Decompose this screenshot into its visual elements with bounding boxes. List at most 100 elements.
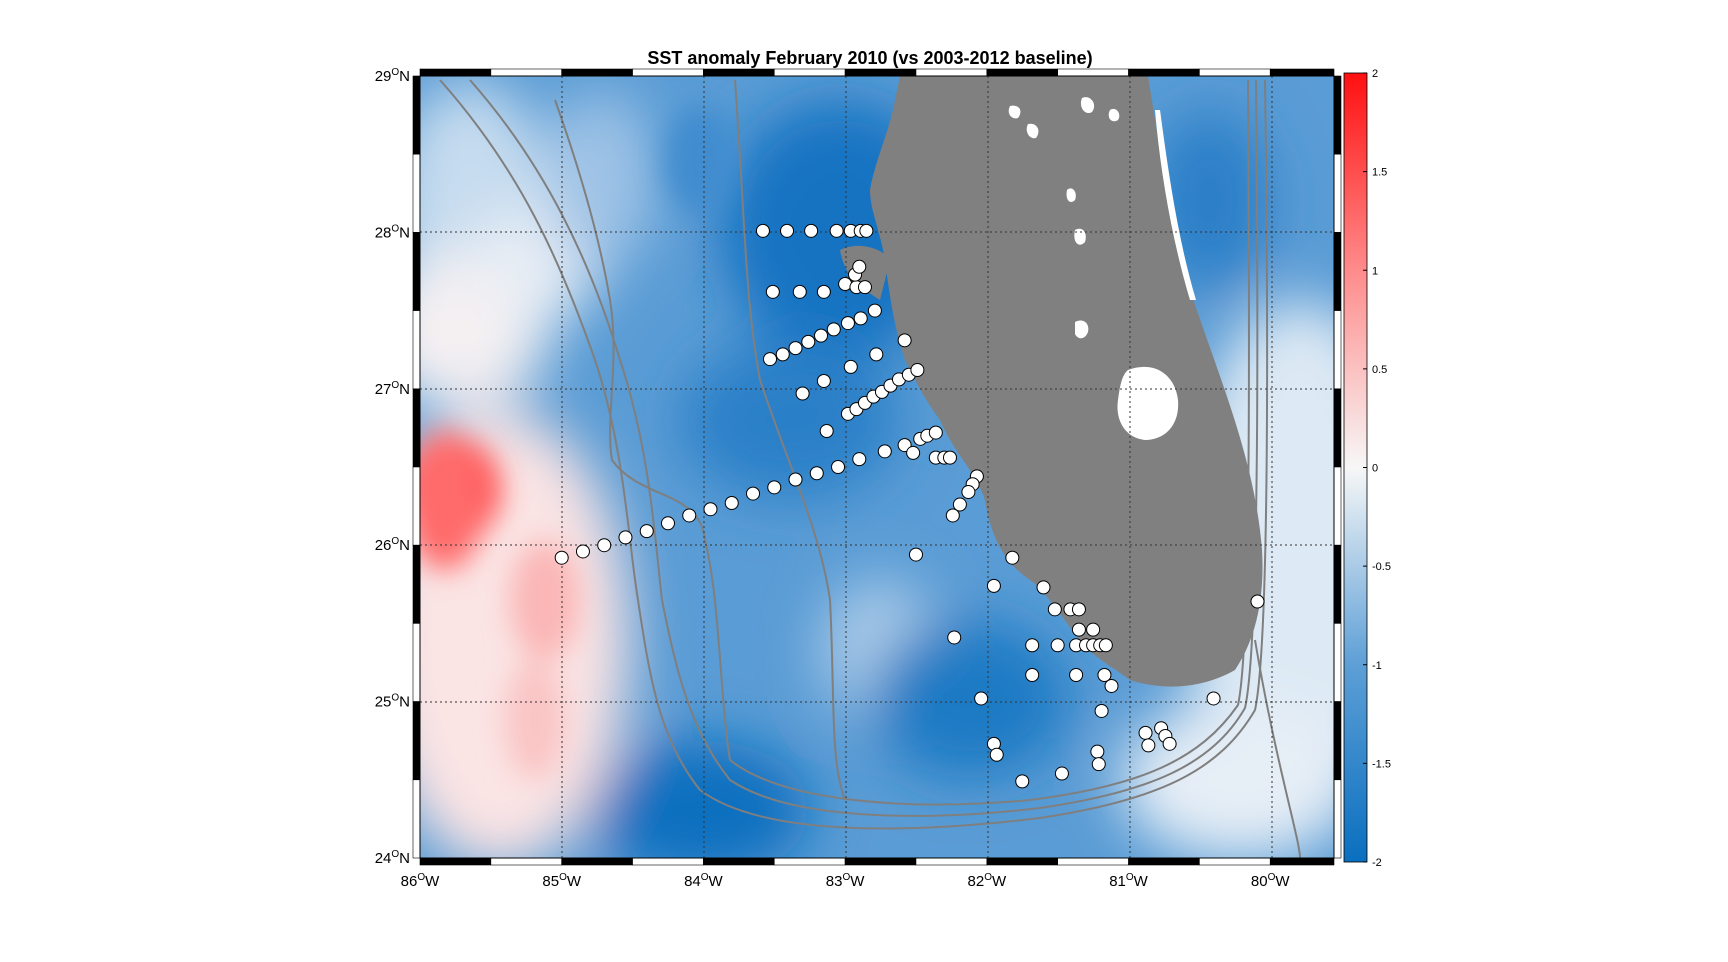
station-marker	[1091, 757, 1106, 772]
station-marker	[1071, 602, 1086, 617]
station-marker	[724, 495, 739, 510]
station-marker	[639, 524, 654, 539]
frame-segment	[1269, 68, 1335, 77]
station-marker	[1054, 766, 1069, 781]
longitude-tick-label: 80OW	[1251, 872, 1290, 890]
longitude-tick-label: 86OW	[401, 872, 440, 890]
florida-peninsula	[840, 76, 1263, 687]
station-marker	[780, 223, 795, 238]
frame-segment	[915, 68, 988, 77]
colorbar-ticks: 2 1.5 1 0.5 0 -0.5 -1 -1.5 -2	[1363, 68, 1391, 869]
station-marker	[877, 444, 892, 459]
station-marker	[857, 280, 872, 295]
frame-segment	[844, 68, 917, 77]
latitude-tick-label: 25ON	[375, 693, 410, 711]
frame-segment	[412, 701, 421, 781]
station-marker	[840, 316, 855, 331]
frame-segment	[412, 232, 421, 311]
colorbar-tick-label: 1	[1372, 265, 1378, 277]
frame-segment	[915, 857, 988, 866]
station-marker	[795, 386, 810, 401]
station-marker	[1206, 691, 1221, 706]
station-marker	[1025, 638, 1040, 653]
station-marker	[831, 460, 846, 474]
station-marker	[986, 578, 1001, 593]
station-marker	[826, 322, 841, 337]
station-marker	[947, 630, 962, 645]
station-marker	[852, 259, 867, 274]
frame-segment	[561, 857, 633, 866]
map-frame	[412, 68, 1342, 866]
frame-segment	[1199, 857, 1271, 866]
station-marker	[1094, 703, 1109, 718]
station-marker	[1047, 602, 1062, 617]
frame-segment	[412, 623, 421, 702]
colorbar-tick-label: 1.5	[1372, 167, 1387, 179]
station-marker	[554, 550, 569, 565]
colorbar-tick-label: -1	[1372, 660, 1382, 672]
station-marker	[897, 333, 912, 348]
frame-segment	[986, 68, 1058, 77]
station-marker	[952, 497, 967, 512]
station-marker	[859, 223, 874, 238]
station-marker	[1015, 774, 1030, 789]
longitude-tick-label: 85OW	[542, 872, 581, 890]
latitude-tick-label: 24ON	[375, 849, 410, 867]
frame-segment	[1269, 857, 1335, 866]
station-marker	[816, 373, 831, 388]
station-marker	[843, 359, 858, 374]
station-marker	[1138, 725, 1153, 740]
colorbar: 2 1.5 1 0.5 0 -0.5 -1 -1.5 -2	[1343, 68, 1391, 869]
frame-segment	[1333, 153, 1342, 233]
station-marker	[819, 424, 834, 439]
colorbar-tick-label: 0	[1372, 463, 1378, 475]
frame-segment	[703, 68, 775, 77]
frame-segment	[1333, 232, 1342, 311]
frame-segment	[412, 466, 421, 546]
frame-segment	[1333, 544, 1342, 624]
station-marker	[1086, 622, 1101, 637]
frame-segment	[412, 153, 421, 233]
station-marker	[1050, 638, 1065, 653]
station-marker	[942, 450, 957, 465]
station-marker	[1005, 550, 1020, 565]
frame-segment	[1333, 466, 1342, 546]
station-marker	[809, 466, 824, 481]
colorbar-tick-label: 0.5	[1372, 364, 1387, 376]
station-marker	[961, 485, 976, 500]
station-marker	[816, 284, 831, 299]
frame-segment	[773, 68, 846, 77]
station-marker	[763, 352, 778, 367]
frame-segment	[844, 857, 917, 866]
frame-segment	[561, 68, 633, 77]
station-marker	[788, 472, 803, 487]
frame-segment	[1057, 857, 1129, 866]
station-marker	[1036, 580, 1051, 595]
longitude-tick-label: 81OW	[1109, 872, 1148, 890]
station-marker	[792, 284, 807, 299]
station-marker	[908, 547, 923, 562]
station-marker	[1069, 668, 1084, 683]
station-marker	[906, 445, 921, 460]
station-marker	[1090, 744, 1105, 759]
frame-segment	[986, 857, 1058, 866]
station-marker	[775, 347, 790, 362]
map-inner-border	[419, 75, 1335, 859]
station-marker	[703, 502, 718, 517]
station-marker	[767, 480, 782, 495]
station-marker	[618, 530, 633, 545]
station-marker	[1250, 594, 1265, 609]
station-marker	[1104, 678, 1119, 693]
frame-segment	[1199, 68, 1271, 77]
latitude-tick-label: 29ON	[375, 67, 410, 85]
frame-segment	[419, 68, 492, 77]
station-marker	[974, 691, 989, 706]
frame-segment	[412, 75, 421, 155]
station-marker	[869, 347, 884, 362]
station-marker	[867, 303, 882, 318]
longitude-tick-label: 84OW	[684, 872, 723, 890]
longitude-tick-label: 83OW	[826, 872, 865, 890]
frame-segment	[1128, 68, 1200, 77]
colorbar-tick-label: -0.5	[1372, 561, 1391, 573]
